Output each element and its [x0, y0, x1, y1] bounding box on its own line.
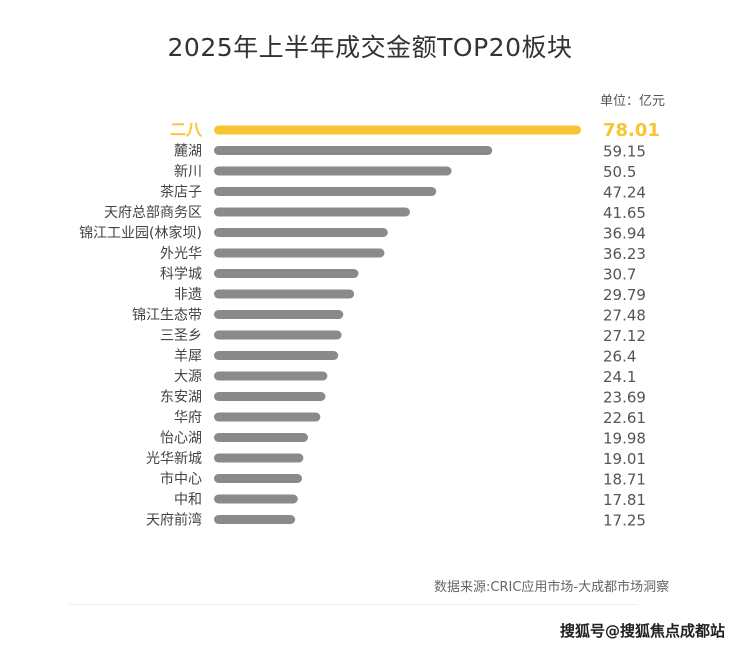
category-label: 非遗: [174, 287, 202, 303]
bar: [214, 228, 388, 237]
category-label: 茶店子: [160, 185, 202, 201]
category-label: 怡心湖: [160, 431, 202, 447]
bar: [214, 494, 298, 504]
category-label: 科学城: [160, 267, 202, 283]
category-label: 光华新城: [146, 451, 202, 467]
bar: [214, 515, 296, 524]
category-label: 羊犀: [174, 349, 202, 365]
category-label: 华府: [174, 410, 202, 426]
bar: [214, 125, 581, 135]
category-label: 二八: [170, 120, 203, 139]
value-label: 50.5: [603, 163, 636, 181]
category-label: 大源: [174, 369, 202, 385]
bar: [214, 371, 328, 381]
value-label: 36.94: [603, 225, 646, 243]
category-label: 市中心: [160, 471, 202, 488]
category-label: 新川: [174, 164, 202, 180]
bar: [214, 146, 493, 155]
value-label: 47.24: [603, 184, 646, 202]
bar: [214, 207, 410, 217]
value-label: 17.81: [603, 491, 646, 509]
value-label: 19.01: [603, 450, 646, 468]
watermark: 搜狐号@搜狐焦点成都站: [560, 622, 726, 640]
bar: [214, 351, 339, 360]
value-label: 41.65: [603, 204, 646, 222]
bar: [214, 412, 321, 422]
value-label: 24.1: [603, 368, 636, 386]
bar: [214, 392, 326, 401]
bar: [214, 187, 437, 196]
category-label: 麓湖: [174, 144, 202, 160]
bar: [214, 289, 355, 299]
value-label: 27.48: [603, 307, 646, 325]
bar: [214, 310, 344, 319]
category-label: 天府总部商务区: [104, 205, 202, 221]
bar: [214, 166, 452, 176]
chart-title: 2025年上半年成交金额TOP20板块: [167, 33, 573, 62]
value-label: 17.25: [603, 512, 646, 530]
unit-label: 单位：亿元: [600, 94, 666, 109]
value-label: 23.69: [603, 389, 646, 407]
value-label: 22.61: [603, 409, 646, 427]
bar: [214, 453, 304, 463]
value-label: 18.71: [603, 471, 646, 489]
data-source: 数据来源:CRIC应用市场-大成都市场洞察: [434, 580, 670, 595]
bar: [214, 248, 385, 258]
value-label: 59.15: [603, 143, 646, 161]
value-label: 19.98: [603, 430, 646, 448]
value-label: 29.79: [603, 286, 646, 304]
category-label: 三圣乡: [160, 328, 202, 344]
value-label: 26.4: [603, 348, 636, 366]
value-label: 78.01: [603, 120, 660, 141]
category-label: 天府前湾: [146, 512, 202, 529]
category-label: 锦江生态带: [132, 307, 202, 324]
category-label: 外光华: [160, 246, 202, 262]
value-label: 36.23: [603, 245, 646, 263]
value-label: 30.7: [603, 266, 636, 284]
category-label: 中和: [174, 492, 202, 508]
bar: [214, 330, 342, 340]
bar: [214, 474, 303, 483]
bar: [214, 269, 359, 278]
divider: [68, 604, 638, 605]
category-label: 锦江工业园(林家坝): [79, 225, 202, 242]
category-label: 东安湖: [160, 390, 202, 406]
bar: [214, 433, 308, 442]
value-label: 27.12: [603, 327, 646, 345]
